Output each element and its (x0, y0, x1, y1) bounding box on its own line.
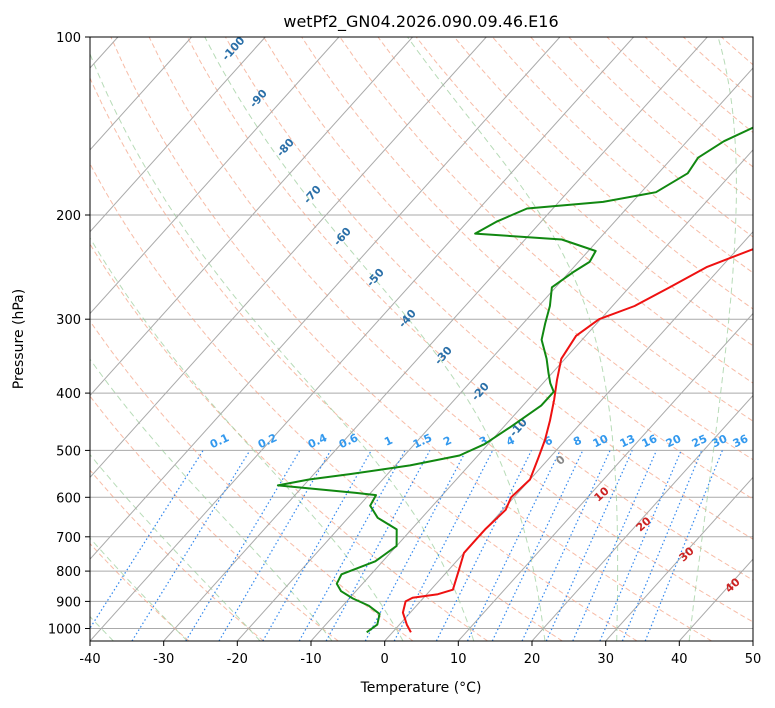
mixing-ratio-line (466, 450, 561, 641)
isotherm-line (90, 37, 561, 560)
y-tick-label: 100 (56, 31, 81, 46)
x-axis-label: Temperature (°C) (360, 680, 482, 696)
chart-title: wetPf2_GN04.2026.090.09.46.E16 (283, 12, 558, 32)
isotherm-line (236, 67, 753, 641)
x-tick-label: 30 (597, 652, 614, 667)
isotherm-line (457, 312, 753, 641)
dry-adiabat-line (453, 37, 753, 310)
x-tick-label: 40 (671, 652, 688, 667)
moist-adiabat-line (688, 37, 737, 641)
isotherm-line (90, 37, 266, 233)
dry-adiabat-line (90, 162, 563, 641)
dewpoint-line (276, 126, 753, 634)
mixing-ratio-line (131, 450, 251, 641)
y-tick-label: 600 (56, 491, 81, 506)
y-tick-label: 300 (56, 313, 81, 328)
mixing-ratio-line (262, 450, 372, 641)
dry-adiabat-line (90, 469, 264, 641)
mixing-ratio-label: 30 (710, 432, 730, 450)
x-tick-label: -20 (227, 652, 248, 667)
axis-ticks: -40 -30 -20 -10 0 10 20 30 40 50 100 200 300 400 500 60… (48, 31, 761, 667)
moist-adiabat-line (90, 453, 261, 641)
mixing-ratio-line (572, 450, 658, 641)
isotherm-line (310, 149, 753, 641)
dry-adiabat-line (339, 37, 753, 422)
y-tick-label: 700 (56, 531, 81, 546)
x-tick-label: 10 (450, 652, 467, 667)
mixing-ratio-line (185, 450, 301, 641)
plot-frame (89, 36, 754, 642)
mixing-ratio-line (491, 450, 584, 641)
isotherm-line (752, 640, 753, 641)
sounding-series (276, 126, 753, 634)
moist-adiabat-line (90, 52, 475, 641)
isotherm-line (90, 37, 192, 151)
mixing-ratio-line (599, 450, 682, 641)
mixing-ratio-line (621, 450, 703, 641)
y-tick-label: 1000 (48, 623, 81, 638)
mixing-ratio-line (90, 450, 204, 630)
dry-adiabat-line (148, 37, 753, 623)
y-tick-label: 800 (56, 565, 81, 580)
mixing-ratio-line (298, 450, 406, 641)
y-tick-label: 400 (56, 387, 81, 402)
moist-adiabat-line (204, 37, 546, 641)
moist-adiabat-line (90, 358, 333, 641)
isotherm-line (90, 37, 340, 315)
dry-adiabat-line (263, 37, 753, 500)
y-tick-label: 500 (56, 444, 81, 459)
mixing-ratio-label: 16 (640, 432, 660, 450)
plot-background (90, 37, 753, 641)
dry-adiabat-line (110, 37, 712, 641)
dry-adiabat-line (186, 37, 753, 581)
mixing-ratio-label: 25 (690, 432, 709, 450)
x-tick-label: 0 (381, 652, 389, 667)
moist-adiabat-line (90, 537, 188, 641)
background-lines (90, 37, 775, 641)
isotherm-line (163, 37, 708, 641)
isotherm-line (90, 37, 634, 641)
mixing-ratio-label: 20 (664, 432, 684, 450)
mixing-ratio-label: 36 (731, 432, 751, 450)
x-tick-label: 50 (745, 652, 762, 667)
y-tick-label: 200 (56, 209, 81, 224)
y-axis-label: Pressure (hPa) (11, 289, 27, 389)
x-tick-label: 20 (524, 652, 541, 667)
isotherm-line (605, 476, 753, 641)
mixing-ratio-label: 13 (618, 432, 637, 450)
dry-adiabat-line (90, 76, 638, 641)
mixing-ratio-line (545, 450, 633, 641)
x-tick-label: -40 (79, 652, 100, 667)
y-tick-label: 900 (56, 595, 81, 610)
mixing-ratio-label: 10 (591, 432, 611, 450)
x-tick-label: -30 (153, 652, 174, 667)
isotherm-line (90, 37, 487, 479)
temperature-line (401, 248, 753, 633)
mixing-ratio-line (325, 450, 431, 641)
isotherm-line (531, 394, 753, 641)
mixing-ratio-line (218, 450, 332, 641)
dry-adiabat-line (760, 37, 775, 641)
isotherm-line (90, 37, 413, 397)
x-tick-label: -10 (300, 652, 321, 667)
mixing-ratio-line (521, 450, 611, 641)
